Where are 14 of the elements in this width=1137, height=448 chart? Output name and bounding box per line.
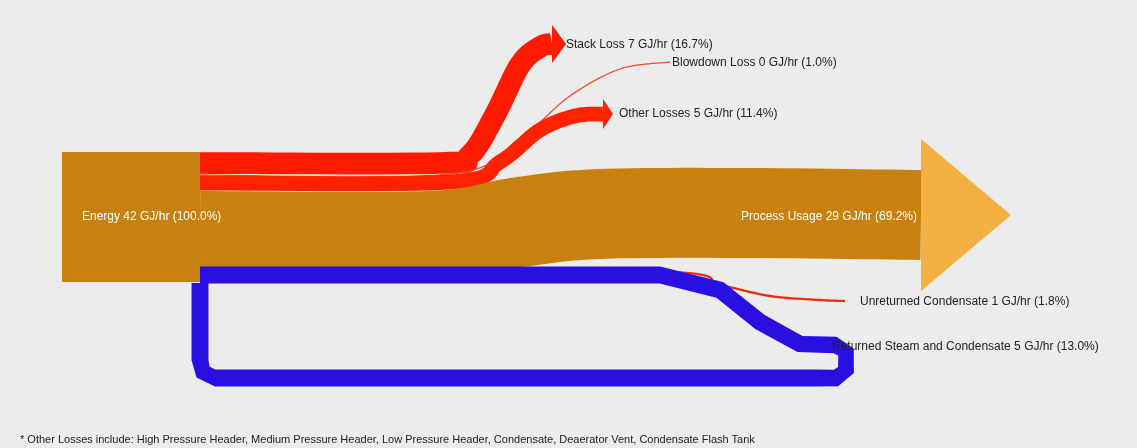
data-label: (16.7%) [670,37,713,51]
text: * Other Losses include: High Pressure Header, Medium Pressure Header, Low Pressure Header, Condensate, Deaerator Vent, Condensate Flash Tank [20,433,756,445]
category-label: Process Usage 29 GJ/hr [740,209,872,223]
data-label: (13.0%) [1056,339,1099,353]
category-label: Stack Loss 7 GJ/hr [566,37,668,51]
data-label: (69.2%) [874,209,918,223]
data-label: (1.8%) [1034,294,1070,308]
category-label: Unreturned Condensate 1 GJ/hr [860,294,1031,308]
category-label: Other Losses 5 GJ/hr [619,106,734,120]
category-label: Blowdown Loss 0 GJ/hr [672,55,799,69]
category-label: Energy 42 GJ/hr [82,209,170,223]
data-label: (11.4%) [736,106,778,120]
data-label: (100.0%) [172,209,222,223]
data-label: (1.0%) [801,55,837,69]
